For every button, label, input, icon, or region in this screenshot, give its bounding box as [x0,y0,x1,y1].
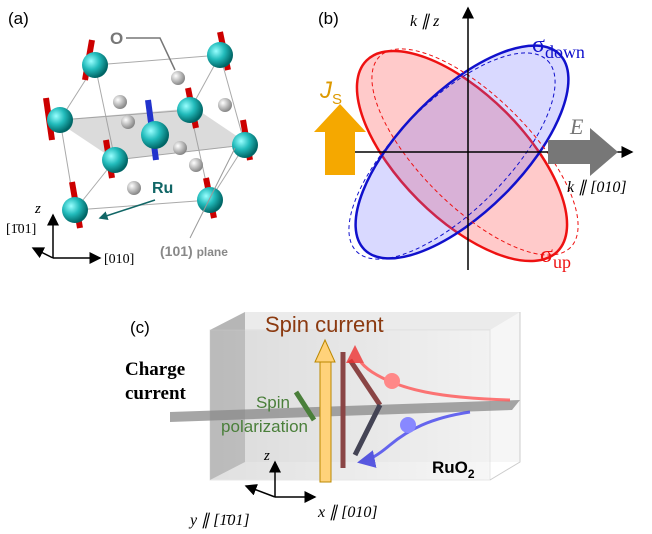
symbol: σ [540,242,553,268]
z-label: z [34,201,41,217]
panel-b: (b) k ∥ z k ∥ [010] σdown σup JS E [314,8,632,295]
js-label: JS [319,77,342,108]
subscript: 2 [468,467,475,481]
z-label: z [263,448,270,464]
y-axis-label: y ∥ [1̄01] [188,512,250,529]
panel-label: (a) [8,9,29,28]
sigma-down-label: σdown [532,32,585,62]
leader [126,38,175,70]
axis-label: k ∥ [010] [567,179,627,196]
axis-label: [010] [104,252,134,267]
axes [33,215,100,258]
plane-label: (101) plane [160,243,228,259]
electron-up [384,373,400,389]
charge-current-label: Charge current [125,359,187,404]
ru-label: Ru [152,180,173,197]
e-label: E [569,114,584,139]
line: Charge [125,359,185,380]
panel-c: (c) Spin current Charge current Spin polar… [125,312,520,529]
leader [100,200,155,218]
js-arrow [314,104,366,175]
panel-label: (b) [318,9,339,28]
figure: (a) O Ru (101) plane z [1̄01] [010] (b) … [0,0,652,534]
symbol: σ [532,32,545,58]
x-axis-label: x ∥ [010] [317,504,378,521]
axis-label: [1̄01] [6,222,36,237]
line: polarization [221,417,308,436]
axis-label: k ∥ z [410,13,440,30]
formula: RuO [432,458,468,477]
plane-text: plane [197,245,229,259]
spin-current-label: Spin current [265,312,384,337]
subscript: down [545,42,585,62]
subscript: up [553,252,571,272]
oxygen-label: O [110,29,123,48]
plane-indices: (101) [160,243,193,259]
panel-a: (a) O Ru (101) plane z [1̄01] [010] [6,9,258,267]
symbol: J [319,77,333,104]
panel-label: (c) [130,318,150,337]
spin-current-arrow [320,360,331,482]
subscript: S [332,91,342,108]
line: current [125,383,187,404]
line: Spin [256,393,290,412]
electron-down [400,417,416,433]
